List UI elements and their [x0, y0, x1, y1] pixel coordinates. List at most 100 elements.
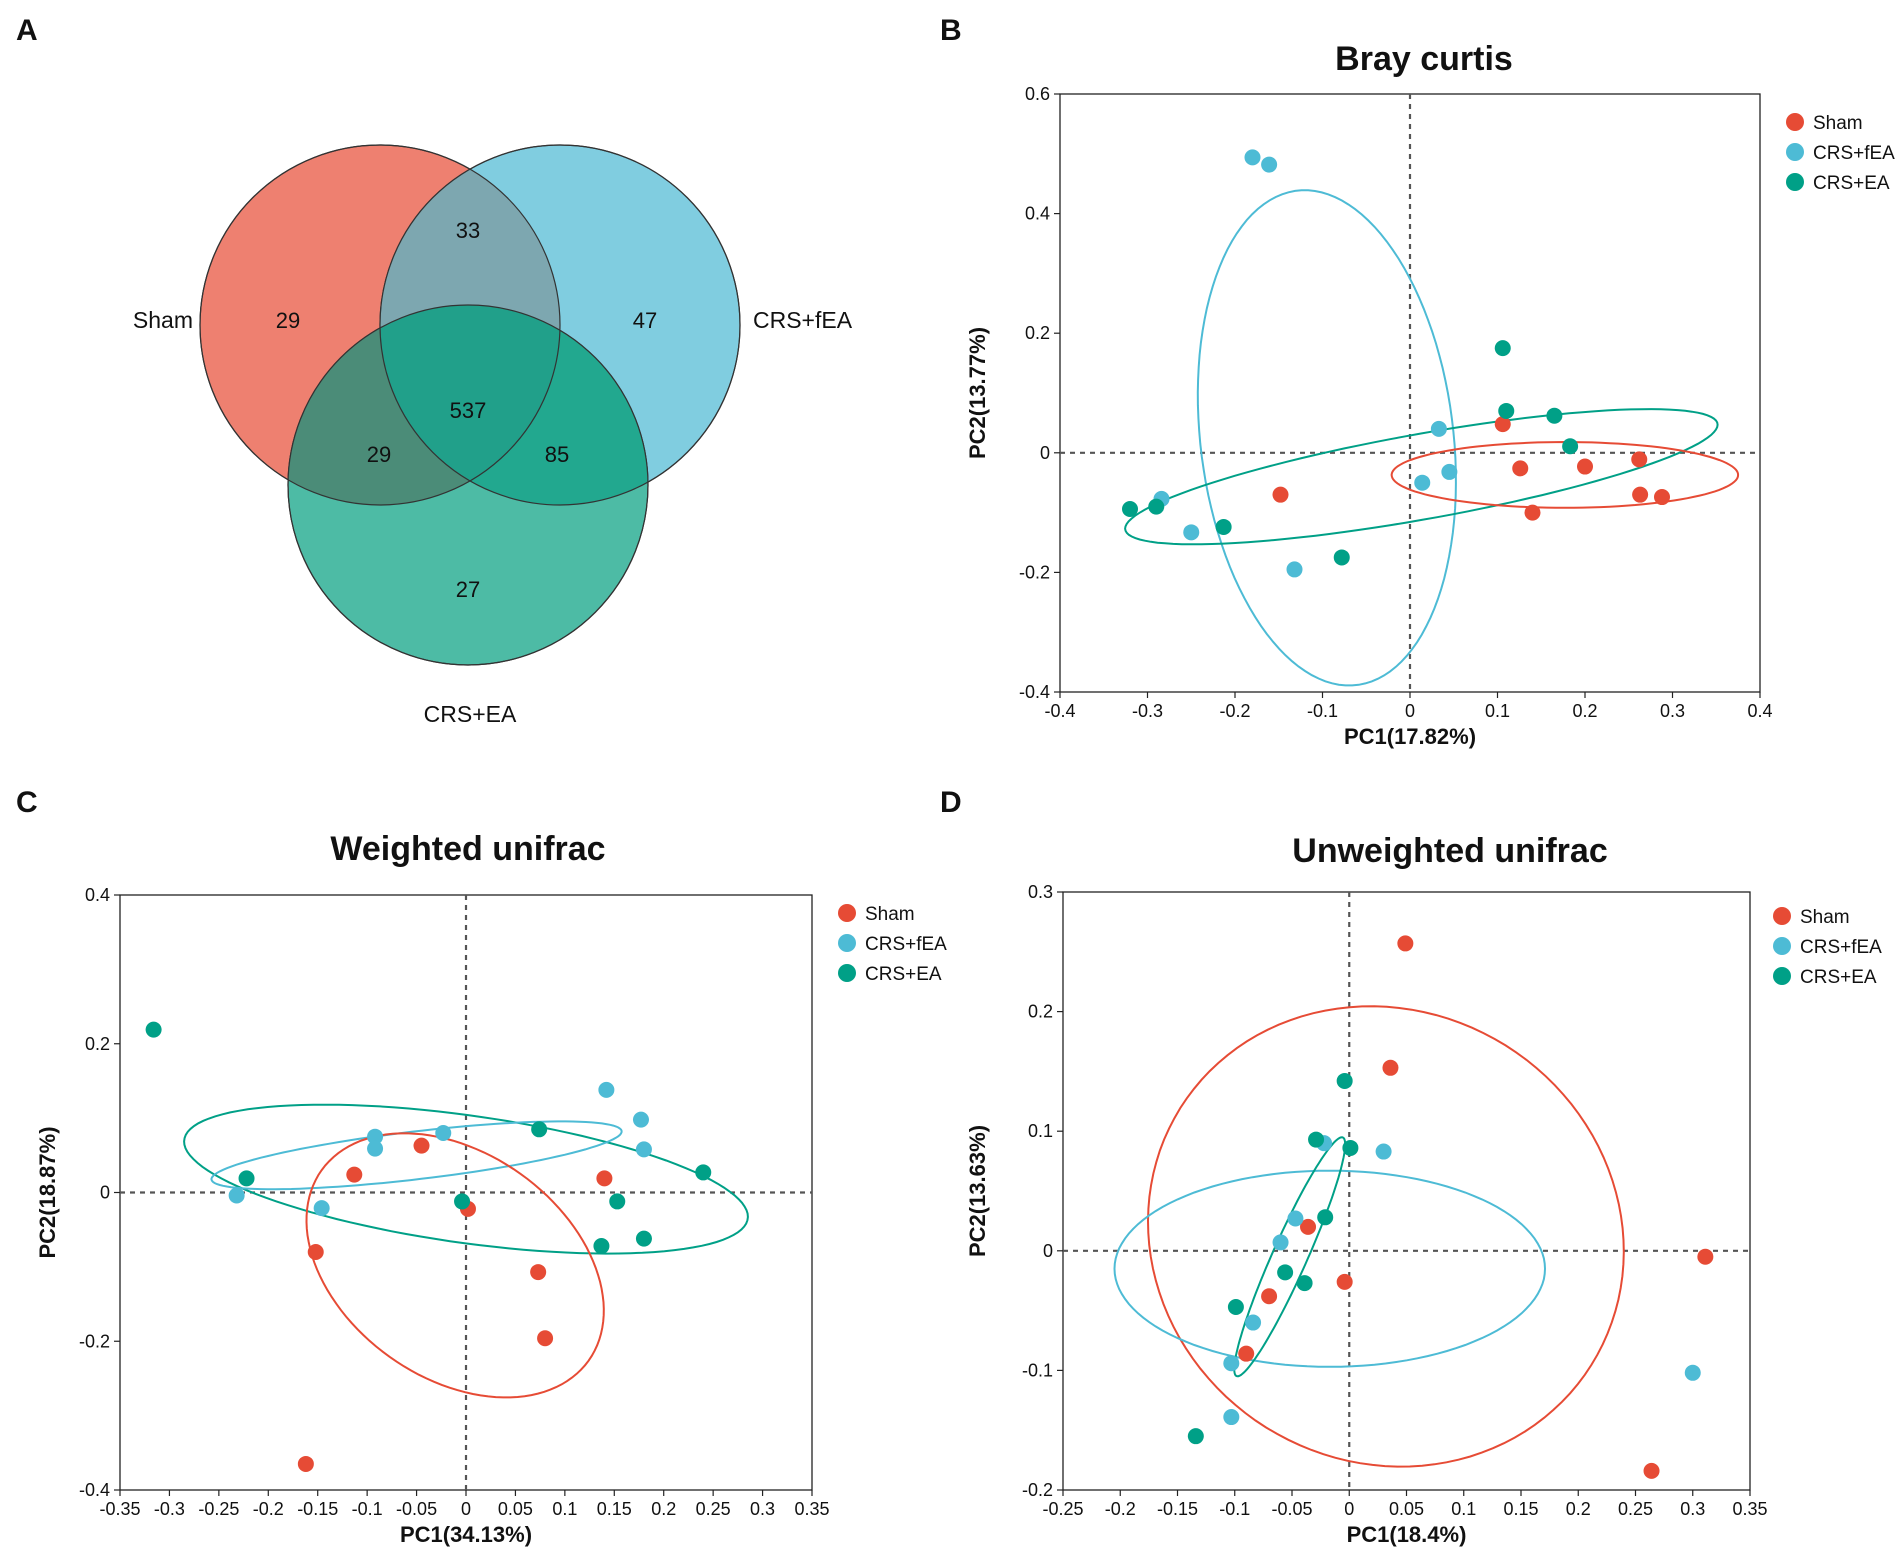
- x-tick-label: 0.3: [750, 1499, 775, 1519]
- x-tick-label: -0.3: [1132, 701, 1163, 721]
- x-tick-label: 0.3: [1660, 701, 1685, 721]
- data-point: [598, 1081, 615, 1098]
- legend-marker: [1773, 967, 1791, 985]
- x-tick-label: -0.15: [1157, 1499, 1198, 1519]
- data-point: [367, 1128, 384, 1145]
- y-tick-label: -0.1: [1022, 1360, 1053, 1380]
- chart-title: Weighted unifrac: [330, 830, 605, 868]
- venn-count-fea-ea: 85: [545, 442, 569, 467]
- data-point: [1494, 416, 1511, 433]
- y-tick-label: 0.3: [1028, 882, 1053, 902]
- y-tick-label: -0.2: [79, 1331, 110, 1351]
- x-tick-label: -0.2: [1105, 1499, 1136, 1519]
- data-point: [1296, 1275, 1313, 1292]
- data-point: [1524, 504, 1541, 521]
- data-point: [1308, 1131, 1325, 1148]
- data-point: [635, 1141, 652, 1158]
- data-point: [1223, 1355, 1240, 1372]
- plot-frame: [1059, 93, 1761, 693]
- data-point: [1494, 340, 1511, 357]
- venn-count-all: 537: [450, 398, 487, 423]
- x-tick-label: -0.05: [1271, 1499, 1312, 1519]
- panel-label-a: A: [16, 14, 38, 47]
- data-point: [1272, 1234, 1289, 1251]
- data-point: [1441, 463, 1458, 480]
- x-tick-label: 0.2: [1566, 1499, 1591, 1519]
- data-point: [1287, 1210, 1304, 1227]
- data-point: [1187, 1428, 1204, 1445]
- data-point: [454, 1193, 471, 1210]
- panel-label-c: C: [16, 786, 38, 819]
- legend-label: CRS+EA: [1813, 173, 1890, 194]
- y-tick-label: 0.4: [85, 885, 110, 905]
- confidence-ellipse: [1233, 1136, 1347, 1378]
- confidence-ellipse: [183, 1103, 749, 1255]
- x-tick-label: 0.3: [1680, 1499, 1705, 1519]
- y-axis-label: PC2(18.87%): [35, 1126, 60, 1258]
- data-point: [1375, 1143, 1392, 1160]
- x-tick-label: -0.1: [1219, 1499, 1250, 1519]
- chart-unweighted-unifrac: Unweighted unifrac-0.25 -0.2 -0.15 -0.1 -0.0…: [965, 832, 1882, 1547]
- data-point: [1227, 1299, 1244, 1316]
- data-point: [1397, 935, 1414, 952]
- data-point: [1223, 1409, 1240, 1426]
- x-tick-label: -0.15: [297, 1499, 338, 1519]
- legend-marker: [1786, 143, 1804, 161]
- x-tick-label: -0.05: [396, 1499, 437, 1519]
- x-tick-label: 0.25: [696, 1499, 731, 1519]
- venn-label-sham: Sham: [133, 307, 193, 333]
- x-tick-label: -0.4: [1044, 701, 1075, 721]
- y-tick-label: 0.1: [1028, 1121, 1053, 1141]
- plot-frame: [1062, 891, 1751, 1491]
- data-point: [1245, 1314, 1262, 1331]
- data-point: [635, 1230, 652, 1247]
- y-tick-label: 0.2: [1025, 323, 1050, 343]
- x-tick-label: 0.35: [1732, 1499, 1767, 1519]
- x-axis-label: PC1(18.4%): [1347, 1522, 1467, 1547]
- data-point: [1654, 489, 1670, 506]
- venn-label-crs-ea: CRS+EA: [424, 701, 517, 727]
- data-point: [1122, 501, 1138, 518]
- data-point: [1336, 1072, 1353, 1089]
- panel-label-b: B: [940, 14, 962, 47]
- legend-label: CRS+fEA: [1800, 937, 1882, 958]
- panel-label-d: D: [940, 786, 962, 819]
- data-point: [530, 1264, 547, 1281]
- y-axis-label: PC2(13.77%): [965, 327, 990, 459]
- y-tick-label: 0: [1043, 1241, 1053, 1261]
- legend-marker: [1786, 113, 1804, 131]
- data-point: [307, 1244, 324, 1260]
- y-tick-label: 0.6: [1025, 84, 1050, 104]
- x-tick-label: 0: [1405, 701, 1415, 721]
- data-point: [593, 1238, 610, 1255]
- y-axis-label: PC2(13.63%): [965, 1125, 990, 1257]
- legend-label: CRS+fEA: [865, 934, 947, 955]
- data-point: [145, 1021, 162, 1038]
- data-point: [1498, 402, 1515, 419]
- data-point: [1342, 1139, 1359, 1156]
- data-point: [1632, 486, 1649, 503]
- x-tick-label: 0.1: [552, 1499, 577, 1519]
- data-point: [1546, 407, 1563, 424]
- legend-label: Sham: [1800, 907, 1850, 928]
- y-tick-label: 0.4: [1025, 204, 1050, 224]
- chart-weighted-unifrac: Weighted unifrac-0.35 -0.3 -0.25 -0.2 -0.15-…: [35, 830, 947, 1547]
- x-axis-label: PC1(17.82%): [1344, 724, 1476, 749]
- data-point: [1577, 458, 1593, 475]
- legend-marker: [838, 904, 856, 922]
- venn-label-crs-fea: CRS+fEA: [753, 307, 853, 333]
- x-tick-label: 0.1: [1485, 701, 1510, 721]
- data-point: [1148, 498, 1165, 515]
- x-tick-label: -0.2: [253, 1499, 284, 1519]
- data-point: [1244, 149, 1261, 166]
- data-point: [1684, 1364, 1701, 1381]
- x-tick-label: -0.2: [1219, 701, 1250, 721]
- y-tick-label: 0: [100, 1183, 110, 1203]
- data-point: [596, 1170, 613, 1187]
- x-tick-label: 0.05: [498, 1499, 533, 1519]
- legend-label: Sham: [865, 904, 915, 925]
- chart-title: Unweighted unifrac: [1292, 832, 1607, 870]
- x-tick-label: -0.1: [1307, 701, 1338, 721]
- x-tick-label: 0.05: [1389, 1499, 1424, 1519]
- data-point: [413, 1137, 430, 1154]
